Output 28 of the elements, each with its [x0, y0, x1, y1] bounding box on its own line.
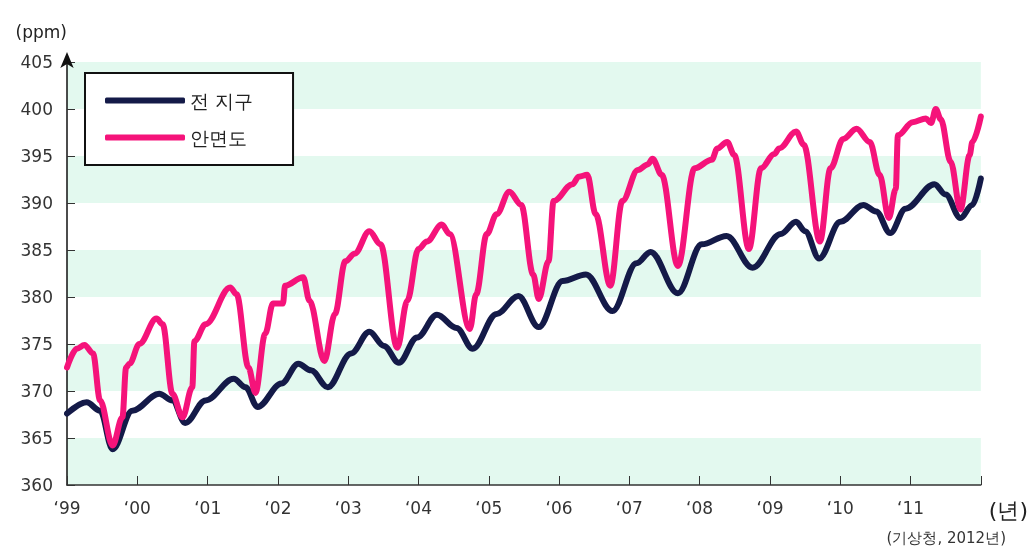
x-tick-label: ‘04: [404, 497, 432, 518]
x-tick-label: ‘07: [615, 497, 643, 518]
text: (기상청, 2012년): [886, 528, 1007, 547]
x-tick-label: ‘09: [756, 497, 784, 518]
y-axis-title: (ppm): [15, 21, 67, 42]
legend-label: 안면도: [190, 126, 247, 149]
x-tick-label: ‘11: [897, 497, 925, 518]
y-tick-label: 365: [20, 428, 53, 448]
y-tick-label: 375: [20, 334, 53, 354]
y-tick-label: 360: [20, 475, 53, 495]
x-tick-label: ‘99: [53, 497, 81, 518]
y-tick-label: 390: [20, 193, 53, 213]
y-tick-label: 380: [20, 287, 53, 307]
x-tick-label: ‘08: [686, 497, 714, 518]
x-tick-label: ‘00: [123, 497, 151, 518]
x-tick-label: ‘05: [475, 497, 503, 518]
y-tick-label: 395: [20, 146, 53, 166]
x-tick-label: ‘02: [264, 497, 292, 518]
x-axis-title: (년): [988, 497, 1029, 523]
y-tick-label: 370: [20, 381, 53, 401]
x-tick-label: ‘06: [545, 497, 573, 518]
legend-label: 전 지구: [190, 89, 254, 112]
x-tick-label: ‘10: [826, 497, 854, 518]
x-tick-label: ‘01: [194, 497, 222, 518]
y-tick-label: 405: [20, 52, 53, 72]
x-tick-label: ‘03: [334, 497, 362, 518]
y-tick-label: 400: [20, 99, 53, 119]
y-tick-label: 385: [20, 240, 53, 260]
